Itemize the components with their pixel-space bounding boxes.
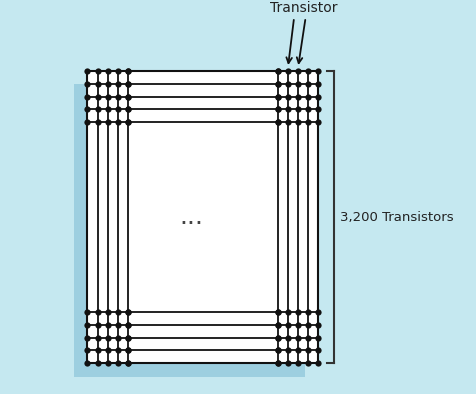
Text: ...: ...: [179, 205, 203, 229]
Text: 3,200 Transistors: 3,200 Transistors: [340, 211, 454, 224]
Text: Transistor: Transistor: [270, 1, 337, 15]
Bar: [88, 71, 318, 363]
Bar: [74, 84, 305, 377]
